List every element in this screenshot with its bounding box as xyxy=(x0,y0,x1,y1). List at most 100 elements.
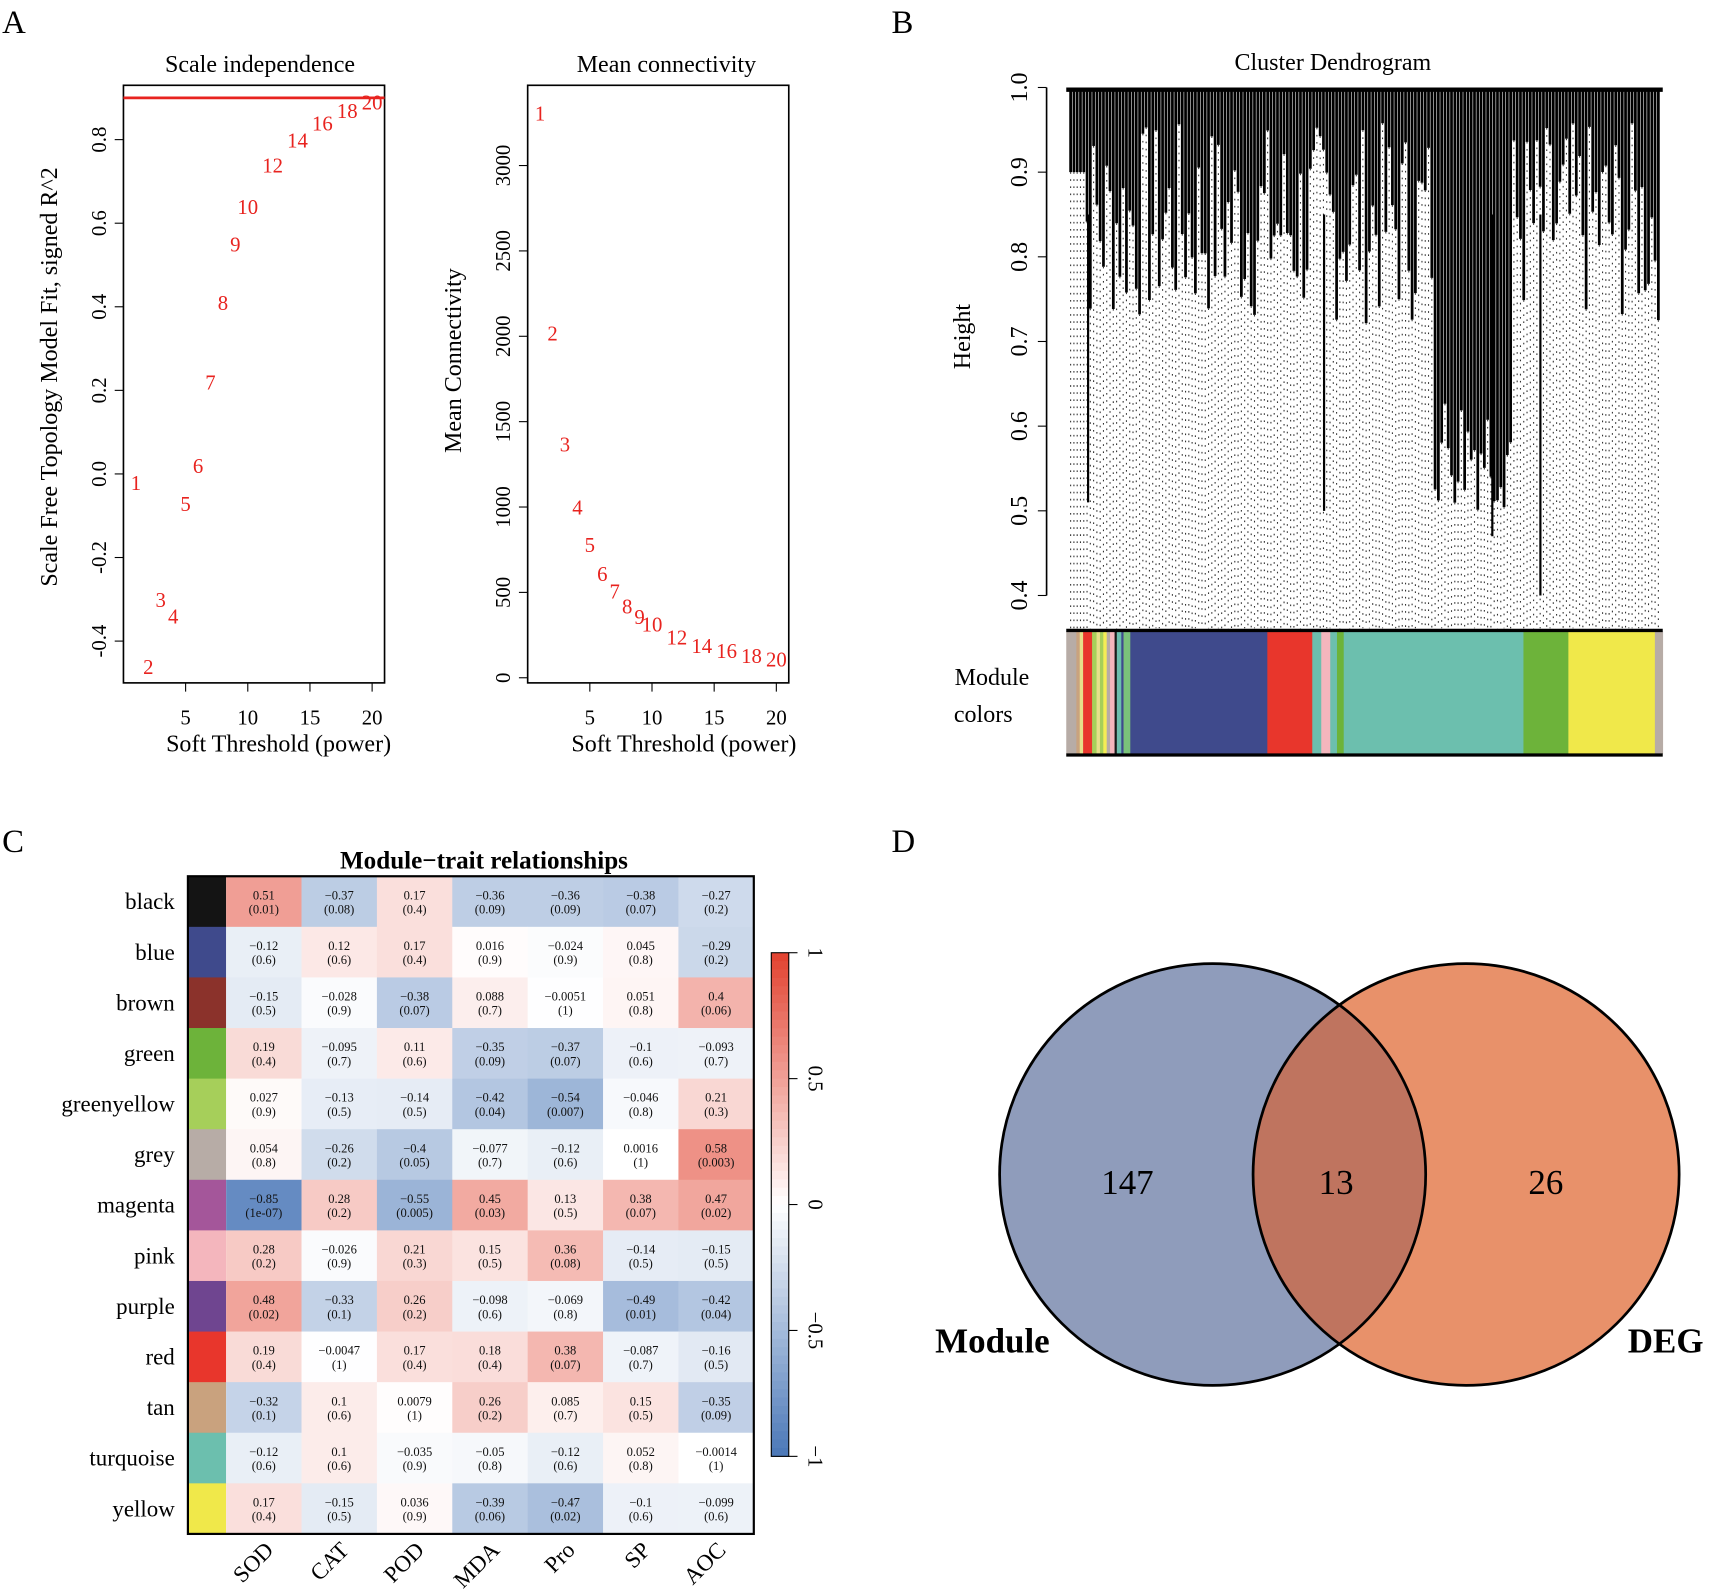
color-scale-step xyxy=(771,1187,789,1197)
color-scale-step xyxy=(771,977,789,987)
x-tick-label: 20 xyxy=(362,707,383,729)
y-axis-label: Height xyxy=(950,304,976,370)
color-scale-step xyxy=(771,1372,789,1382)
venn-count-deg-only: 26 xyxy=(1528,1163,1563,1202)
module-color-segment xyxy=(1321,631,1331,754)
data-point-label: 18 xyxy=(337,101,358,123)
cell-pvalue: (0.8) xyxy=(553,1307,577,1321)
color-scale-step xyxy=(771,1322,789,1331)
heatmap-cell xyxy=(226,1483,302,1535)
y-tick-label: 0.2 xyxy=(89,377,111,403)
color-scale-step xyxy=(771,1145,789,1155)
heatmap-cell xyxy=(452,977,528,1029)
chart-title: Module−trait relationships xyxy=(340,848,628,875)
color-scale-step xyxy=(771,1070,789,1080)
cell-correlation: 0.26 xyxy=(479,1394,501,1408)
heatmap-cell xyxy=(301,1280,378,1332)
heatmap-cell xyxy=(603,1179,679,1231)
cell-correlation: 0.28 xyxy=(253,1242,275,1256)
chart-title: Cluster Dendrogram xyxy=(1234,50,1431,76)
cell-pvalue: (0.7) xyxy=(478,1004,502,1018)
heatmap-cell xyxy=(452,1432,528,1484)
cell-correlation: −0.15 xyxy=(702,1242,731,1256)
cell-correlation: 0.1 xyxy=(331,1394,347,1408)
data-point-label: 20 xyxy=(362,93,383,115)
cell-pvalue: (0.2) xyxy=(403,1307,427,1321)
module-color-swatch xyxy=(187,1331,227,1383)
heatmap-cell xyxy=(527,1179,604,1231)
venn-intersection xyxy=(1253,963,1426,1386)
heatmap-cell xyxy=(527,1483,604,1535)
y-axis-label: Mean Connectivity xyxy=(441,268,467,453)
heatmap-cell xyxy=(603,1230,679,1282)
heatmap-cell xyxy=(452,1382,528,1434)
color-scale-step xyxy=(771,1221,789,1231)
module-color-swatch xyxy=(187,1382,227,1434)
module-color-segment xyxy=(1312,631,1322,754)
heatmap-cell xyxy=(301,1129,378,1181)
cell-correlation: −0.0047 xyxy=(318,1344,360,1358)
heatmap-cell xyxy=(376,926,453,978)
cell-correlation: −0.27 xyxy=(702,888,731,902)
cell-pvalue: (0.6) xyxy=(478,1307,502,1321)
module-color-segment xyxy=(1121,631,1124,754)
y-tick-label: 2000 xyxy=(493,316,515,358)
heatmap-cell xyxy=(678,1483,755,1535)
heatmap-cell xyxy=(452,1078,528,1130)
cell-correlation: −0.49 xyxy=(626,1293,655,1307)
y-tick-label: 500 xyxy=(493,577,515,608)
heatmap-cell xyxy=(226,926,302,978)
color-scale-step xyxy=(771,1313,789,1323)
cell-pvalue: (0.07) xyxy=(399,1004,429,1018)
cell-pvalue: (0.2) xyxy=(327,1206,351,1220)
panel-label-b: B xyxy=(891,5,913,41)
heatmap-cell xyxy=(301,926,378,978)
heatmap-cell xyxy=(527,1280,604,1332)
cell-pvalue: (0.4) xyxy=(403,1358,427,1372)
data-point-label: 4 xyxy=(572,498,583,520)
y-tick-label: -0.2 xyxy=(89,541,111,574)
heatmap-cell xyxy=(603,1331,679,1383)
cell-pvalue: (0.04) xyxy=(701,1307,731,1321)
heatmap-cell xyxy=(452,926,528,978)
color-scale-step xyxy=(771,961,789,971)
data-point-label: 8 xyxy=(218,293,228,315)
color-scale-step xyxy=(771,1355,789,1365)
heatmap-cell xyxy=(527,1331,604,1383)
module-color-segment xyxy=(1092,631,1097,754)
cell-pvalue: (0.6) xyxy=(629,1510,653,1524)
color-scale-step xyxy=(771,1078,789,1088)
y-tick-label: 2500 xyxy=(493,230,515,271)
heatmap-cell xyxy=(678,1028,755,1079)
x-tick-label: 10 xyxy=(237,707,258,729)
y-tick-label: 1500 xyxy=(493,401,515,443)
cell-correlation: −0.026 xyxy=(322,1242,357,1256)
cell-pvalue: (0.3) xyxy=(403,1257,427,1271)
color-scale-step xyxy=(771,1212,789,1222)
module-color-segment xyxy=(1114,631,1118,754)
cell-correlation: −0.54 xyxy=(551,1091,581,1105)
cell-correlation: −0.16 xyxy=(702,1344,731,1358)
cell-correlation: 0.045 xyxy=(627,939,655,953)
color-scale-step xyxy=(771,1011,789,1021)
cell-pvalue: (0.4) xyxy=(252,1358,276,1372)
module-color-swatch xyxy=(187,876,227,928)
cell-correlation: −0.1 xyxy=(629,1495,652,1509)
row-label: turquoise xyxy=(89,1446,174,1471)
x-tick-label: 10 xyxy=(642,707,663,729)
heatmap-cell xyxy=(452,1483,528,1535)
cell-pvalue: (0.6) xyxy=(327,1459,351,1473)
cell-correlation: −0.38 xyxy=(626,888,655,902)
cell-correlation: 0.17 xyxy=(404,939,426,953)
y-tick-label: -0.4 xyxy=(89,624,111,657)
heatmap-cell xyxy=(603,1382,679,1434)
module-color-segment xyxy=(1523,631,1569,754)
color-scale-step xyxy=(771,1229,789,1239)
color-scale-step xyxy=(771,1162,789,1172)
heatmap-cell xyxy=(603,1280,679,1332)
y-tick-label: 0.9 xyxy=(1007,157,1033,187)
module-color-segment xyxy=(1130,631,1268,754)
heatmap-cell xyxy=(527,1230,604,1282)
heatmap-cell xyxy=(226,1028,302,1079)
module-color-swatch xyxy=(187,1432,227,1484)
